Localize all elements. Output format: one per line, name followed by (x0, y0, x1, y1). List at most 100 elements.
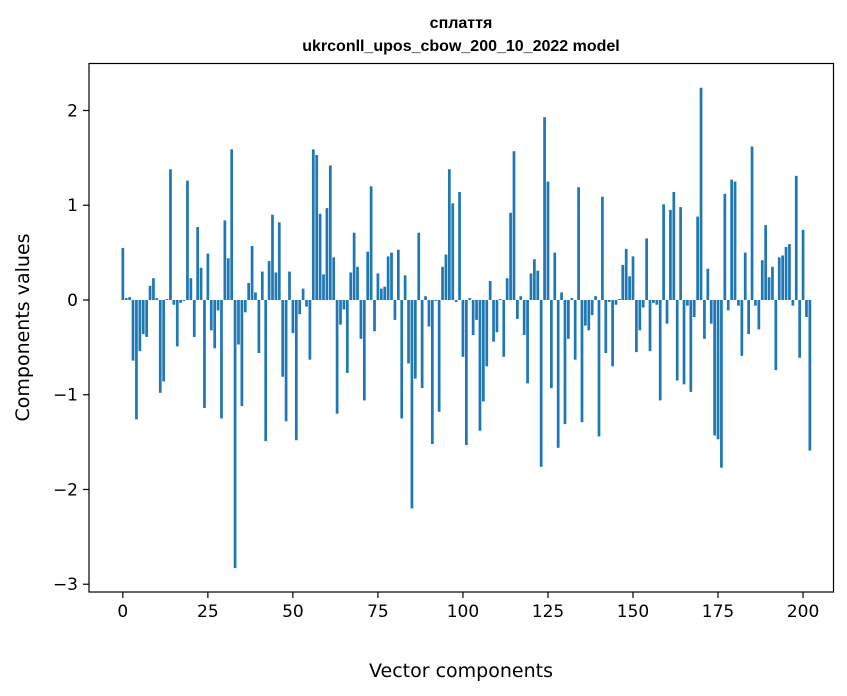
bar-120 (529, 273, 533, 300)
bar-38 (250, 245, 254, 300)
bar-99 (458, 191, 461, 300)
bar-174 (713, 299, 716, 436)
bar-31 (226, 258, 230, 300)
bar-149 (628, 276, 631, 300)
bar-184 (747, 299, 750, 335)
bar-103 (471, 299, 475, 336)
bar-186 (754, 299, 757, 306)
bar-55 (308, 299, 312, 360)
y-axis-ticks: −3 −2 −1 0 1 2 (53, 101, 89, 595)
bar-106 (482, 299, 485, 402)
bar-101 (464, 299, 468, 445)
bar-41 (260, 271, 264, 300)
bar-180 (733, 181, 737, 300)
bar-185 (750, 146, 754, 300)
bar-197 (791, 299, 795, 306)
bar-54 (305, 299, 308, 307)
bar-52 (298, 299, 302, 315)
bar-157 (655, 299, 659, 305)
bar-128 (556, 299, 560, 448)
bar-51 (294, 299, 298, 441)
bar-5 (138, 299, 142, 352)
bar-97 (451, 203, 455, 300)
bar-25 (206, 253, 210, 300)
y-tick-label: −1 (53, 386, 78, 406)
bar-10 (155, 298, 159, 300)
bar-177 (723, 193, 727, 300)
bar-158 (658, 299, 662, 401)
bar-199 (798, 299, 802, 358)
bar-150 (631, 256, 635, 300)
bar-146 (618, 299, 621, 300)
bar-86 (413, 299, 417, 379)
x-axis-label: Vector components (369, 660, 553, 682)
bar-175 (716, 299, 720, 440)
bar-64 (339, 299, 342, 325)
bar-125 (546, 181, 550, 300)
bar-46 (277, 222, 281, 300)
bar-182 (740, 299, 744, 356)
bar-144 (611, 299, 614, 367)
bar-127 (553, 252, 557, 300)
bar-93 (437, 299, 441, 412)
bar-80 (393, 299, 397, 320)
bar-28 (216, 299, 220, 311)
x-tick-label: 100 (447, 602, 479, 622)
bar-198 (794, 175, 798, 300)
bar-100 (461, 299, 465, 357)
bar-22 (196, 227, 200, 300)
bar-16 (175, 299, 179, 347)
bar-15 (172, 299, 176, 305)
bar-202 (808, 299, 812, 451)
bar-9 (152, 278, 155, 300)
bar-3 (131, 299, 135, 361)
bar-53 (301, 288, 305, 300)
bar-92 (434, 299, 438, 301)
bar-147 (621, 264, 625, 300)
bar-48 (284, 299, 288, 422)
bar-29 (220, 299, 223, 419)
bar-194 (781, 255, 785, 300)
bar-8 (148, 285, 152, 300)
bar-30 (223, 220, 227, 300)
bar-59 (322, 274, 325, 300)
bar-123 (539, 299, 543, 467)
chart-title-line2: ukrconll_upos_cbow_200_10_2022 model (302, 38, 619, 55)
bar-0 (121, 247, 125, 300)
bar-17 (179, 299, 183, 303)
bar-116 (516, 299, 519, 319)
bar-40 (257, 299, 261, 354)
bar-81 (396, 249, 400, 300)
bar-129 (560, 292, 563, 300)
bar-171 (703, 299, 706, 339)
bar-139 (594, 296, 597, 300)
bar-89 (424, 296, 427, 300)
bar-115 (512, 151, 516, 300)
bar-135 (580, 299, 584, 423)
bar-83 (403, 275, 407, 300)
bar-193 (777, 257, 781, 300)
bar-96 (447, 169, 451, 300)
bar-179 (730, 179, 733, 300)
bar-91 (430, 299, 434, 445)
bar-78 (386, 256, 390, 300)
bar-161 (669, 209, 672, 300)
bar-24 (203, 299, 206, 408)
bar-189 (764, 225, 768, 300)
bar-166 (686, 299, 689, 306)
bar-62 (332, 257, 336, 300)
bar-155 (648, 299, 652, 352)
plot-frame (88, 62, 835, 593)
bar-108 (488, 281, 492, 300)
x-tick-label: 150 (617, 602, 649, 622)
bar-181 (737, 299, 740, 306)
bar-27 (213, 299, 217, 349)
bar-84 (407, 299, 410, 364)
bar-61 (328, 165, 332, 300)
bar-131 (567, 299, 570, 339)
bar-44 (271, 214, 274, 300)
bar-36 (243, 299, 247, 313)
bar-160 (665, 299, 669, 324)
bar-69 (356, 266, 359, 300)
